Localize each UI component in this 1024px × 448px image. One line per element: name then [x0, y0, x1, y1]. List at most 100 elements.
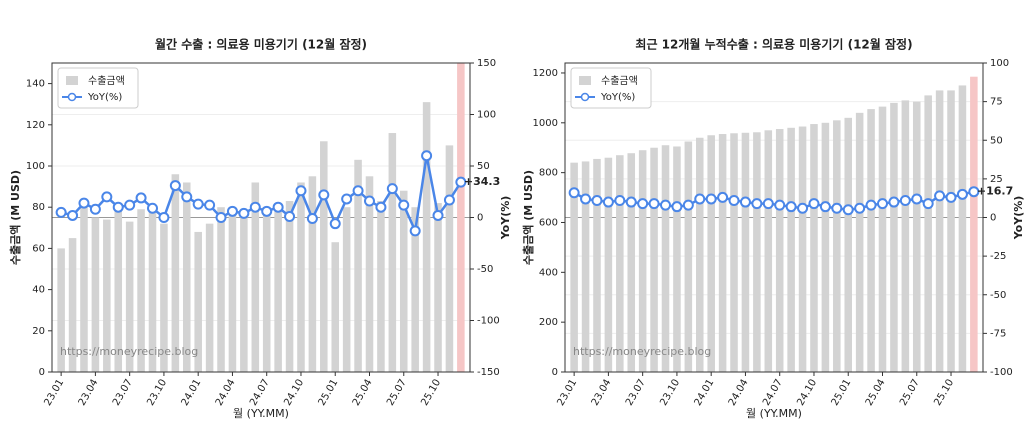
marker: [751, 198, 763, 210]
marker: [808, 198, 820, 210]
x-tick-label: 24.01: [180, 378, 204, 408]
bar: [787, 127, 795, 373]
bar: [342, 207, 351, 372]
legend-swatch: [66, 76, 78, 85]
bar: [661, 145, 670, 372]
chart-title: 월간 수출 : 의료용 미용기기 (12월 잠정): [155, 37, 367, 52]
marker: [728, 195, 740, 207]
bar: [741, 132, 750, 372]
marker: [272, 201, 284, 213]
marker: [352, 185, 364, 197]
marker: [341, 193, 353, 205]
x-tick-label: 24.04: [727, 378, 751, 408]
marker: [648, 198, 660, 210]
x-tick-label: 23.10: [658, 378, 682, 408]
bar: [251, 182, 260, 372]
y2-tick-label: -100: [990, 367, 1013, 378]
marker: [192, 198, 204, 210]
x-tick-label: 25.01: [830, 378, 854, 408]
bar: [457, 63, 465, 372]
marker: [637, 198, 649, 210]
legend-swatch: [579, 76, 591, 85]
bar: [935, 90, 944, 373]
marker: [147, 202, 159, 214]
marker: [249, 201, 261, 213]
bar: [890, 102, 898, 372]
bar: [320, 141, 328, 372]
bar: [262, 213, 271, 372]
y2-tick-label: 100: [990, 58, 1009, 69]
bar: [604, 157, 613, 372]
bar: [194, 231, 202, 372]
x-axis-label: 월 (YY.MM): [746, 407, 802, 420]
x-tick-label: 25.10: [419, 378, 443, 408]
bar: [91, 217, 100, 372]
bar: [388, 133, 397, 372]
marker: [386, 183, 398, 195]
bar: [125, 221, 134, 372]
marker: [169, 180, 181, 192]
y-tick-label: 140: [26, 79, 45, 90]
bar: [833, 120, 841, 372]
bar: [878, 106, 887, 372]
marker: [135, 192, 147, 204]
bar: [753, 132, 761, 372]
y2-tick-label: 150: [477, 58, 496, 69]
marker: [842, 204, 854, 216]
x-tick-label: 23.10: [145, 378, 169, 408]
bar: [148, 207, 157, 372]
bar: [205, 223, 214, 372]
marker: [432, 209, 444, 221]
marker: [215, 212, 227, 223]
y-tick-label: 400: [539, 267, 558, 278]
y2-tick-label: 50: [990, 135, 1003, 146]
marker: [625, 196, 637, 208]
watermark: https://moneyrecipe.blog: [573, 345, 711, 358]
y-tick-label: 80: [32, 202, 45, 213]
bar: [228, 207, 237, 372]
y2-tick-label: -100: [477, 316, 500, 327]
marker: [158, 212, 170, 223]
marker: [819, 201, 831, 213]
marker: [876, 198, 888, 210]
bar: [68, 238, 77, 372]
marker: [705, 193, 717, 205]
bar: [365, 176, 374, 372]
y-tick-label: 120: [26, 120, 45, 131]
y-tick-label: 100: [26, 161, 45, 172]
marker: [238, 207, 250, 219]
bar: [103, 219, 111, 372]
bar: [331, 242, 340, 372]
legend-marker: [67, 92, 77, 102]
marker: [888, 196, 900, 208]
y2-tick-label: -50: [990, 290, 1006, 301]
bar: [354, 159, 362, 372]
bar: [171, 174, 180, 372]
bar: [638, 150, 647, 372]
bar: [80, 207, 88, 372]
bar: [775, 129, 784, 372]
legend-marker: [580, 92, 590, 102]
bar: [422, 102, 431, 372]
marker: [124, 199, 136, 211]
x-tick-label: 24.04: [214, 378, 238, 408]
x-axis-label: 월 (YY.MM): [233, 407, 289, 420]
marker: [112, 201, 124, 213]
marker: [865, 199, 877, 211]
bar: [684, 141, 693, 372]
bar: [821, 122, 830, 372]
bar: [217, 207, 225, 372]
bar: [764, 130, 773, 372]
y-tick-label: 800: [539, 168, 558, 179]
bar: [308, 176, 317, 372]
x-tick-label: 23.04: [77, 378, 101, 408]
bar: [810, 124, 818, 372]
y-axis-label: 수출금액 (M USD): [8, 170, 22, 265]
bar: [844, 117, 853, 373]
x-tick-label: 25.04: [864, 378, 888, 408]
x-tick-label: 25.04: [351, 378, 375, 408]
marker: [329, 218, 341, 230]
marker: [580, 193, 592, 205]
